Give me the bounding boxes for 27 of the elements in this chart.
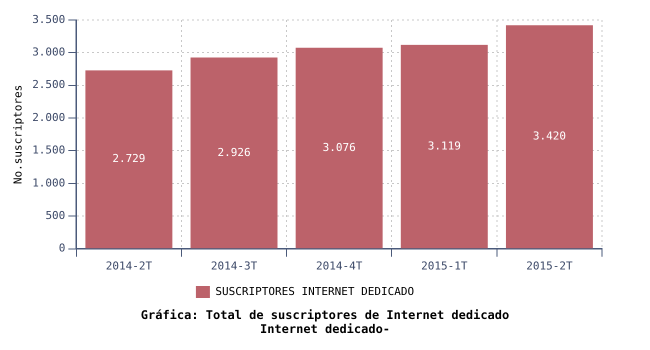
y-tick-label: 2.500 [32, 78, 66, 92]
x-tick-label: 2014-4T [316, 259, 363, 272]
bar [190, 58, 278, 248]
bar [296, 48, 383, 248]
data-label: 3.076 [322, 140, 356, 154]
y-tick-label: 1.000 [32, 176, 66, 190]
y-tick-label: 1.500 [32, 144, 66, 157]
x-tick-label: 2014-3T [210, 259, 258, 272]
y-tick-label: 0 [58, 242, 66, 255]
data-label: 2.926 [217, 146, 251, 159]
data-label: 2.729 [112, 152, 146, 166]
bar [506, 25, 593, 248]
x-tick-label: 2015-1T [421, 259, 468, 272]
bar [85, 70, 172, 248]
bar [400, 44, 488, 248]
legend-label: SUSCRIPTORES INTERNET DEDICADO [215, 284, 414, 298]
y-tick-label: 500 [45, 208, 66, 222]
y-axis-title: No.suscriptores [11, 84, 24, 184]
y-tick-label: 3.500 [32, 12, 66, 26]
text: Internet dedicado- [258, 322, 392, 336]
y-tick-label: 2.000 [32, 110, 66, 124]
data-label: 3.119 [428, 139, 461, 152]
x-tick-label: 2015-2T [526, 259, 573, 272]
text: Gráfica: Total de suscriptores de Internet dedicado [140, 308, 510, 322]
y-tick-label: 3.000 [32, 46, 66, 59]
x-tick-label: 2014-2T [106, 259, 152, 272]
data-label: 3.420 [532, 130, 566, 143]
